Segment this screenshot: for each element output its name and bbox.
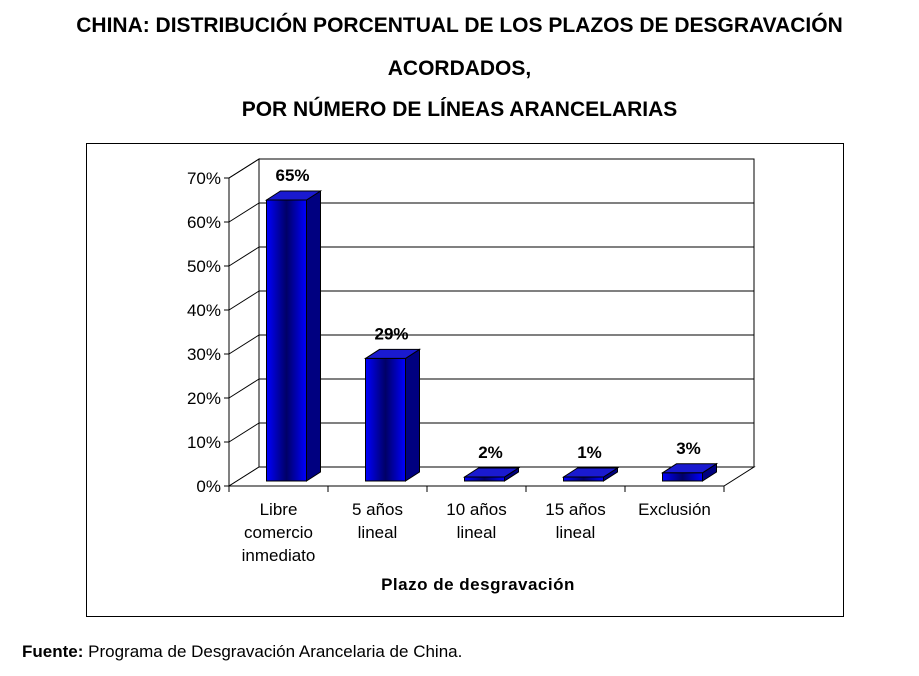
data-label: 3% (676, 439, 701, 458)
gridline-diagonal (228, 202, 260, 223)
back-wall (258, 158, 755, 468)
data-label: 2% (478, 443, 503, 462)
bar-side (405, 348, 420, 482)
x-axis-title: Plazo de desgravación (381, 575, 575, 594)
gridline-diagonal (228, 334, 260, 355)
x-tick-label: lineal (358, 523, 398, 542)
bar-top (660, 463, 719, 474)
y-tick-label: 40% (187, 301, 221, 320)
gridline-diagonal (228, 158, 260, 179)
bar-front (662, 472, 703, 482)
source-note: Fuente: Programa de Desgravación Arancel… (22, 642, 462, 662)
x-tick-label: inmediato (242, 546, 316, 565)
x-tick-label: 5 años (352, 500, 403, 519)
y-tick-label: 0% (196, 477, 221, 496)
source-label: Fuente: (22, 642, 84, 661)
data-label: 29% (374, 324, 408, 343)
bar-top (264, 190, 323, 201)
source-text: Programa de Desgravación Arancelaria de … (88, 642, 463, 661)
data-label: 65% (275, 166, 309, 185)
x-tick-label: lineal (457, 523, 497, 542)
side-wall (228, 158, 260, 487)
bar-front (464, 476, 505, 482)
bar-side (306, 190, 321, 482)
bar-front (266, 199, 307, 482)
gridline-diagonal (228, 378, 260, 399)
bar-top (363, 348, 422, 359)
y-tick-label: 50% (187, 257, 221, 276)
x-tick-label: Exclusión (638, 500, 711, 519)
chart-title-line-1: CHINA: DISTRIBUCIÓN PORCENTUAL DE LOS PL… (76, 14, 843, 37)
bar-top (462, 467, 521, 478)
y-tick-label: 10% (187, 433, 221, 452)
chart-frame (86, 143, 844, 617)
x-tick-label: comercio (244, 523, 313, 542)
data-label: 1% (577, 443, 602, 462)
bar-front (365, 357, 406, 482)
gridline-diagonal (228, 290, 260, 311)
x-tick-label: lineal (556, 523, 596, 542)
y-tick-label: 60% (187, 213, 221, 232)
y-tick-label: 30% (187, 345, 221, 364)
x-tick-label: 15 años (545, 500, 606, 519)
bar-top (561, 467, 620, 478)
gridline-diagonal (228, 246, 260, 267)
x-tick-label: 10 años (446, 500, 507, 519)
chart-title-line-2: ACORDADOS, (387, 57, 532, 80)
chart-title-line-3: POR NÚMERO DE LÍNEAS ARANCELARIAS (241, 98, 678, 121)
bar-front (563, 476, 604, 482)
x-tick-label: Libre (260, 500, 298, 519)
gridline-diagonal (228, 422, 260, 443)
y-tick-label: 20% (187, 389, 221, 408)
y-tick-label: 70% (187, 169, 221, 188)
